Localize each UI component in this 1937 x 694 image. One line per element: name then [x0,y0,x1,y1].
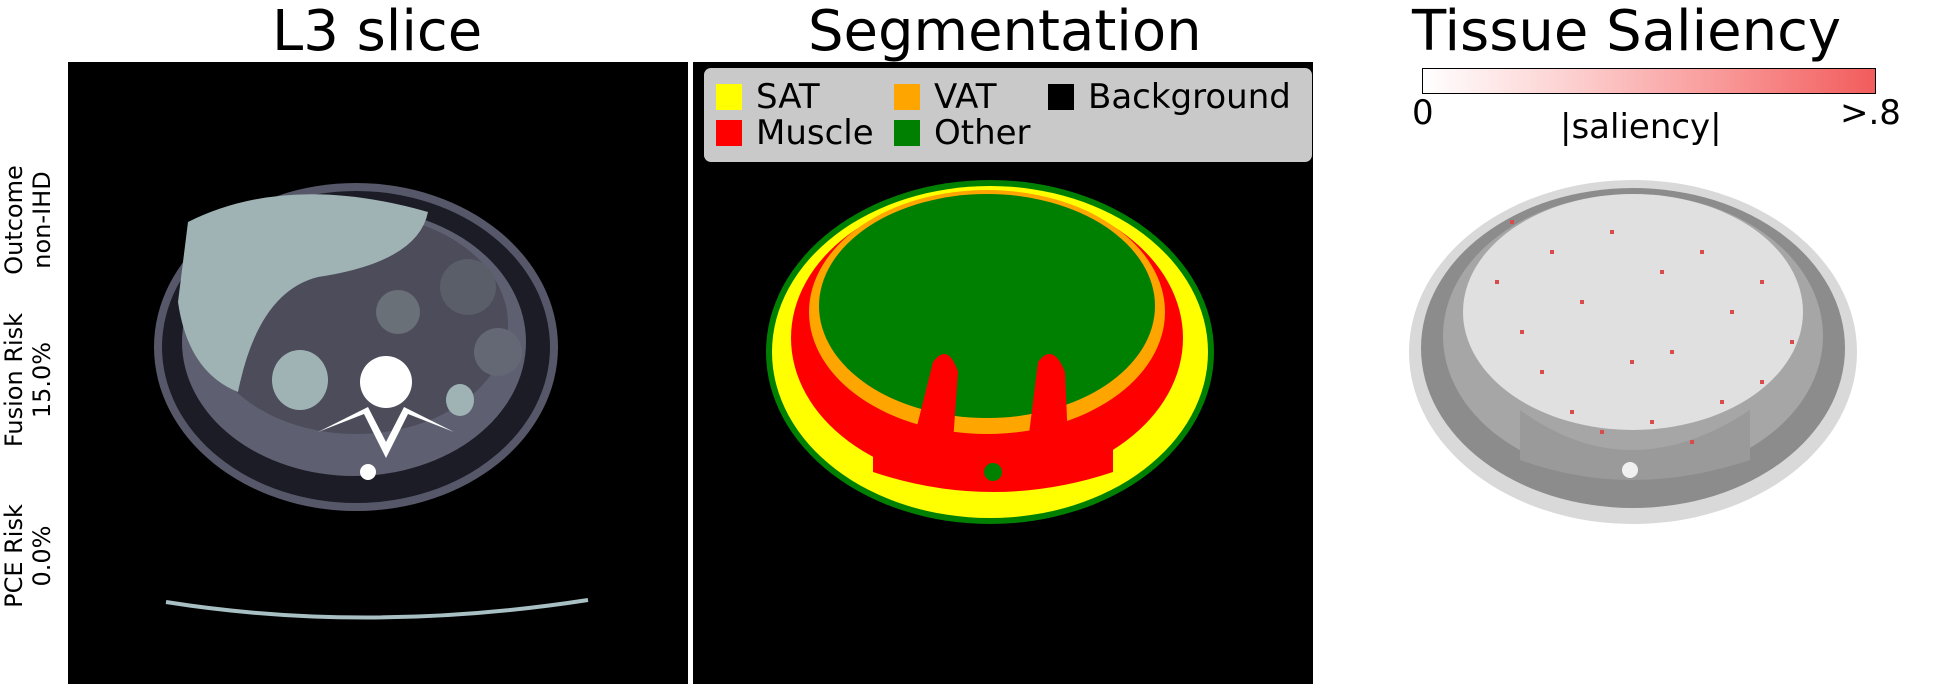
segmentation-legend: SAT VAT Background Muscle Other [704,68,1312,162]
pce-risk-label-line2: 0.0% [28,525,56,587]
legend-label-vat: VAT [934,77,997,117]
segmentation-image [693,62,1313,684]
saliency-image [1400,160,1870,540]
legend-swatch-sat [716,84,742,110]
ct-spinous-process [360,464,376,480]
ct-liver [178,194,428,392]
fusion-risk-label-line1: Fusion Risk [0,312,28,448]
ct-slice-title: L3 slice [272,0,483,64]
legend-item-other: Other [894,116,1031,150]
ct-slice-image [68,62,688,684]
saliency-spine [1622,462,1638,478]
legend-item-vat: VAT [894,80,996,114]
fusion-risk-label-line2: 15.0% [28,341,56,419]
ct-kidney-left [272,350,328,410]
legend-label-muscle: Muscle [756,113,874,153]
ct-vertebra [360,356,412,408]
legend-label-background: Background [1088,77,1291,117]
pce-risk-label: PCE Risk 0.0% [0,476,56,636]
seg-spine [984,463,1002,481]
saliency-title: Tissue Saliency [1412,0,1841,64]
colorbar-max-label: >.8 [1840,93,1901,133]
legend-label-other: Other [934,113,1031,153]
fusion-risk-label: Fusion Risk 15.0% [0,300,56,460]
outcome-label-line1: Outcome [0,165,28,275]
pce-risk-label-line1: PCE Risk [0,504,28,608]
saliency-core [1463,194,1803,430]
seg-back-muscle [873,422,1113,492]
legend-swatch-background [1048,84,1074,110]
ct-vertebra-process [318,407,454,458]
panel-divider [688,62,693,684]
segmentation-graphic [766,180,1214,524]
seg-other [819,194,1155,418]
seg-psoas-left [913,354,958,442]
segmentation-title: Segmentation [808,0,1202,64]
legend-item-background: Background [1048,80,1291,114]
legend-swatch-muscle [716,120,742,146]
legend-label-sat: SAT [756,77,820,117]
saliency-colorbar [1422,68,1876,94]
saliency-speckles [1495,220,1794,444]
ct-bowel [474,328,522,376]
legend-swatch-other [894,120,920,146]
colorbar-axis-label: |saliency| [1560,107,1722,147]
legend-item-sat: SAT [716,80,820,114]
outcome-label-line2: non-IHD [28,171,56,269]
seg-psoas-right [1028,354,1068,442]
saliency-back [1520,410,1750,480]
outcome-label: Outcome non-IHD [0,140,56,300]
saliency-graphic [1409,180,1857,524]
ct-table [165,598,589,620]
colorbar-min-label: 0 [1412,93,1434,133]
ct-bowel [440,259,496,315]
legend-swatch-vat [894,84,920,110]
ct-slice-graphic [154,183,589,620]
ct-bowel [376,290,420,334]
ct-kidney-right [446,384,474,416]
legend-item-muscle: Muscle [716,116,874,150]
